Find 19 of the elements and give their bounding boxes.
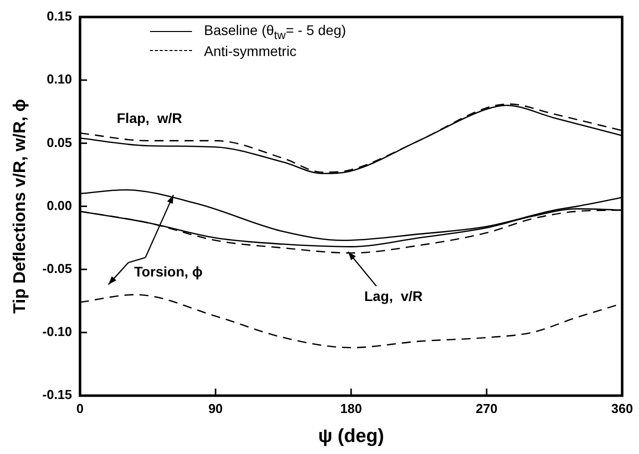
y-tick-label: 0.10 bbox=[46, 72, 72, 87]
x-axis-title: ψ (deg) bbox=[318, 426, 384, 447]
legend-label: Anti-symmetric bbox=[204, 42, 297, 58]
annotation: Lag, v/R bbox=[364, 288, 423, 304]
y-tick-label: -0.15 bbox=[42, 387, 72, 402]
x-tick-label: 360 bbox=[611, 400, 634, 416]
y-tick-label: -0.05 bbox=[42, 260, 72, 276]
y-tick-label: -0.10 bbox=[42, 324, 72, 340]
y-tick-label: 0.05 bbox=[46, 134, 72, 150]
legend-label: Baseline (θ$_{tw}$= - 5 deg) bbox=[204, 22, 346, 42]
y-tick-label: 0.15 bbox=[46, 8, 72, 24]
annotation: Torsion, ϕ bbox=[134, 263, 203, 280]
annotation: Flap, w/R bbox=[116, 110, 182, 126]
x-tick-label: 90 bbox=[208, 400, 223, 416]
x-tick-label: 180 bbox=[340, 400, 362, 416]
x-tick-label: 270 bbox=[476, 400, 498, 416]
y-tick-label: 0.00 bbox=[46, 198, 72, 213]
x-tick-label: 0 bbox=[76, 400, 84, 416]
y-axis-title: Tip Deflections v/R, w/R, ϕ bbox=[10, 98, 29, 314]
